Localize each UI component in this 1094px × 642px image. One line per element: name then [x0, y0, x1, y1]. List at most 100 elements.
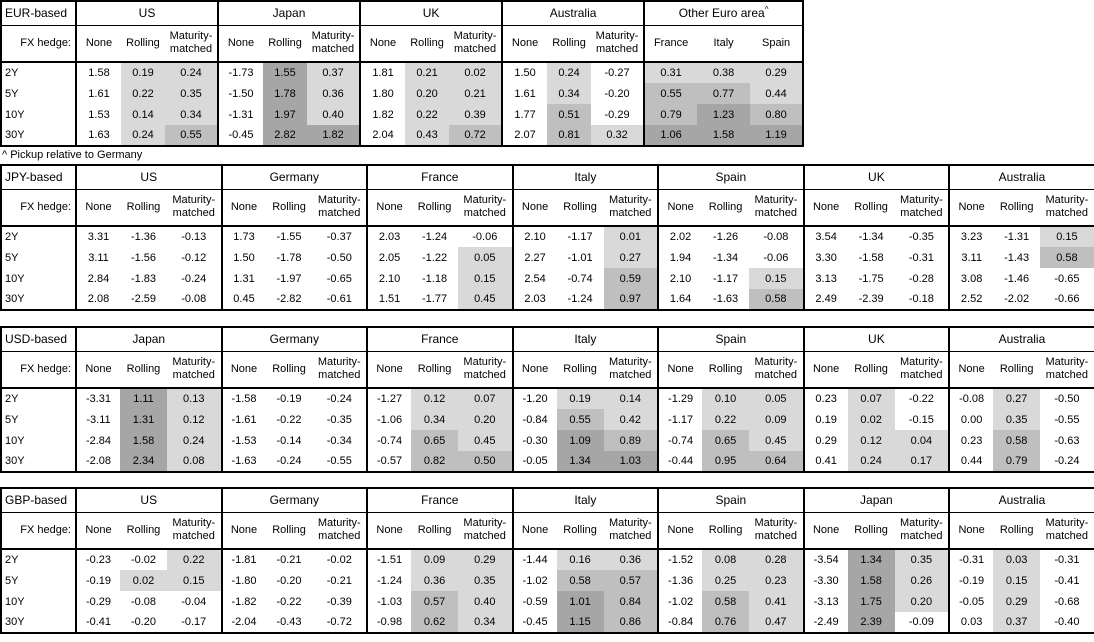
data-row: 10Y -0.29 -0.08 -0.04 -1.82 -0.22 -0.39 -1.03 0.… — [1, 591, 1094, 612]
value-cell: 0.03 — [948, 612, 994, 633]
country-header: Spain — [657, 327, 804, 352]
value-cell: 0.24 — [165, 62, 219, 83]
value-cell: 0.58 — [993, 430, 1041, 451]
country-header: Spain — [657, 488, 804, 513]
value-cell: -1.34 — [858, 231, 884, 243]
value-cell: 3.11 — [75, 247, 120, 268]
value-cell: -1.43 — [1004, 251, 1030, 264]
value-cell: 0.41 — [749, 591, 804, 612]
column-header: None — [366, 189, 412, 227]
value-cell: 0.07 — [847, 388, 895, 409]
value-cell: -1.06 — [366, 409, 412, 430]
country-name: Germany — [269, 332, 319, 347]
value-cell: 0.05 — [749, 388, 804, 409]
fx-hedge-label: FX hedge: — [1, 25, 76, 63]
value-cell: -0.06 — [472, 231, 498, 243]
value-cell: 0.59 — [603, 268, 659, 289]
value-cell: 0.34 — [547, 83, 592, 104]
column-header: Maturity-matched — [312, 512, 368, 550]
column-header: None — [802, 512, 848, 550]
value-cell: 0.19 — [802, 409, 848, 430]
column-header: Rolling — [120, 189, 167, 227]
base-currency-label: JPY-based — [1, 165, 76, 190]
value-cell: -1.17 — [713, 272, 739, 285]
column-header: Maturity-matched — [1040, 189, 1094, 227]
column-header: Rolling — [265, 189, 313, 227]
value-cell: 0.79 — [643, 104, 698, 125]
value-cell: 1.50 — [220, 247, 266, 268]
tenor-label: 5Y — [5, 574, 19, 587]
country-header: Australia — [948, 327, 1094, 352]
value-cell: 0.25 — [702, 570, 750, 591]
value-cell: -0.19 — [75, 570, 120, 591]
country-header: Germany — [220, 327, 368, 352]
value-cell: 0.05 — [458, 247, 513, 268]
value-cell: 0.50 — [458, 451, 513, 472]
fx-hedge-label: FX hedge: — [1, 351, 76, 389]
country-name: Italy — [574, 493, 597, 508]
country-name: Spain — [715, 493, 747, 508]
column-header: None — [75, 351, 120, 389]
column-header: Maturity-matched — [167, 189, 222, 227]
value-cell: -0.14 — [276, 434, 302, 447]
value-cell: -0.08 — [181, 293, 207, 305]
value-cell: 0.24 — [167, 430, 222, 451]
value-cell: 0.44 — [750, 83, 804, 104]
country-name: Japan — [272, 6, 306, 21]
value-cell: -1.29 — [657, 388, 703, 409]
value-cell: 0.19 — [556, 388, 604, 409]
value-cell: 0.80 — [750, 104, 804, 125]
tenor-label: 10Y — [5, 108, 25, 121]
column-header: Rolling — [411, 189, 459, 227]
value-cell: 0.22 — [167, 549, 222, 570]
column-header: Rolling — [847, 512, 895, 550]
column-header: Rolling — [411, 351, 459, 389]
value-cell: 2.03 — [511, 289, 557, 310]
value-cell: -0.34 — [326, 434, 352, 447]
value-cell: -0.41 — [75, 612, 120, 633]
column-header: Maturity-matched — [894, 351, 950, 389]
value-cell: 1.80 — [359, 83, 406, 104]
value-cell: 0.58 — [556, 570, 604, 591]
column-header: Rolling — [847, 351, 895, 389]
value-cell: 0.72 — [449, 125, 503, 146]
column-header: Maturity-matched — [749, 512, 804, 550]
value-cell: 2.82 — [263, 125, 308, 146]
value-cell: -1.50 — [217, 83, 264, 104]
value-cell: -1.55 — [276, 231, 302, 243]
country-header: France — [366, 488, 513, 513]
value-cell: 0.08 — [702, 549, 750, 570]
column-header: Rolling — [263, 25, 308, 63]
value-cell: -0.08 — [763, 231, 789, 243]
column-header: None — [75, 25, 121, 63]
country-name: Australia — [998, 332, 1046, 347]
value-cell: -1.26 — [713, 231, 739, 243]
value-cell: 0.84 — [603, 591, 659, 612]
value-cell: 0.07 — [458, 388, 513, 409]
tenor-label: 2Y — [5, 393, 19, 405]
country-header: Spain — [657, 165, 804, 190]
value-cell: -0.30 — [511, 430, 557, 451]
value-cell: 0.81 — [547, 125, 592, 146]
column-header: Maturity-matched — [458, 512, 513, 550]
value-cell: -1.24 — [567, 293, 593, 305]
value-cell: -0.66 — [1054, 293, 1080, 305]
value-cell: 0.29 — [993, 591, 1041, 612]
value-cell: -1.31 — [1004, 231, 1030, 243]
value-cell: 0.17 — [894, 451, 950, 472]
tenor-label: 30Y — [5, 616, 25, 628]
value-cell: -2.84 — [75, 430, 120, 451]
value-cell: -0.84 — [511, 409, 557, 430]
column-header: Rolling — [993, 189, 1041, 227]
value-cell: 0.02 — [847, 409, 895, 430]
tenor-label: 5Y — [5, 251, 19, 264]
value-cell: 0.82 — [411, 451, 459, 472]
country-header: UK — [359, 1, 503, 26]
value-cell: -0.55 — [326, 455, 352, 467]
value-cell: 1.50 — [501, 62, 548, 83]
value-cell: 0.65 — [411, 430, 459, 451]
value-cell: 2.08 — [75, 289, 120, 310]
column-header: Rolling — [702, 189, 750, 227]
value-cell: -1.83 — [130, 272, 157, 285]
value-cell: 0.14 — [121, 104, 165, 125]
